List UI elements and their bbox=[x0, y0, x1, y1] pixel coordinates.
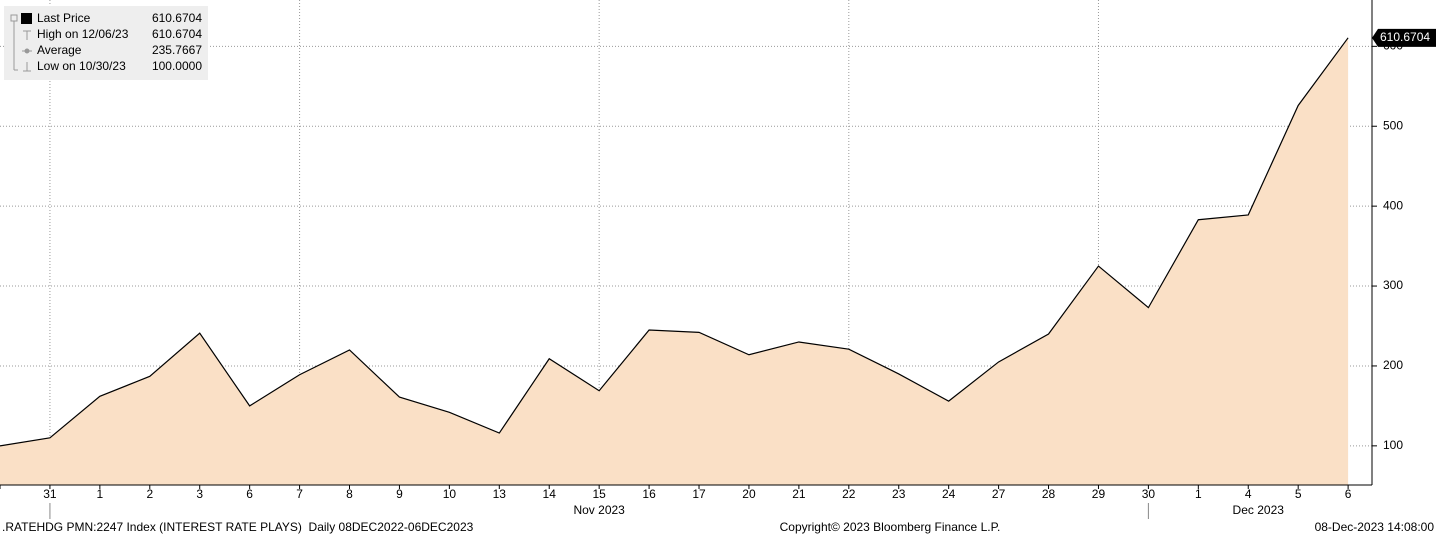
x-tick-label: 2 bbox=[146, 487, 153, 501]
x-tick-label: 30 bbox=[1142, 487, 1156, 501]
x-tick-label: 9 bbox=[396, 487, 403, 501]
x-tick-label: 24 bbox=[942, 487, 956, 501]
footer-left: .RATEHDG PMN:2247 Index (INTEREST RATE P… bbox=[2, 520, 474, 534]
area bbox=[0, 37, 1349, 485]
axis-layer: 1002003004005006003112367891013141516172… bbox=[0, 28, 1436, 519]
x-tick-label: 6 bbox=[1345, 487, 1352, 501]
x-tick-label: 31 bbox=[43, 487, 57, 501]
month-label: Dec 2023 bbox=[1233, 503, 1285, 517]
x-tick-label: 1 bbox=[1195, 487, 1202, 501]
x-tick-label: 15 bbox=[592, 487, 606, 501]
last-price-label: 610.6704 bbox=[1380, 30, 1430, 44]
x-tick-label: 29 bbox=[1092, 487, 1106, 501]
legend-label: High on 12/06/23 bbox=[37, 27, 129, 41]
footer-right: 08-Dec-2023 14:08:00 bbox=[1315, 520, 1435, 534]
last-price-tag bbox=[1372, 28, 1436, 47]
legend-label: Low on 10/30/23 bbox=[37, 59, 126, 73]
x-tick-label: 28 bbox=[1042, 487, 1056, 501]
x-tick-label: 22 bbox=[842, 487, 856, 501]
legend-value: 610.6704 bbox=[152, 11, 202, 25]
month-label: Nov 2023 bbox=[573, 503, 625, 517]
x-tick-label: 23 bbox=[892, 487, 906, 501]
x-tick-label: 10 bbox=[443, 487, 457, 501]
legend-value: 610.6704 bbox=[152, 27, 202, 41]
line bbox=[0, 37, 1349, 447]
x-tick-label: 1 bbox=[97, 487, 104, 501]
x-tick-label: 14 bbox=[543, 487, 557, 501]
legend: Last Price 610.6704 High on 12/06/23 610.67… bbox=[37, 11, 202, 73]
y-tick-label: 100 bbox=[1383, 438, 1403, 452]
legend-value: 100.0000 bbox=[152, 59, 202, 73]
x-tick-label: 6 bbox=[246, 487, 253, 501]
x-tick-label: 20 bbox=[742, 487, 756, 501]
x-tick-label: 27 bbox=[992, 487, 1006, 501]
x-tick-label: 16 bbox=[642, 487, 656, 501]
y-tick-label: 500 bbox=[1383, 118, 1403, 132]
y-tick-label: 400 bbox=[1383, 198, 1403, 212]
x-tick-label: 4 bbox=[1245, 487, 1252, 501]
y-tick-label: 200 bbox=[1383, 358, 1403, 372]
x-tick-label: 5 bbox=[1295, 487, 1302, 501]
legend-swatch bbox=[21, 13, 32, 24]
x-tick-label: 13 bbox=[493, 487, 507, 501]
legend-value: 235.7667 bbox=[152, 43, 202, 57]
y-tick-label: 300 bbox=[1383, 278, 1403, 292]
x-tick-label: 7 bbox=[296, 487, 303, 501]
x-tick-label: 3 bbox=[196, 487, 203, 501]
legend-icons bbox=[10, 14, 32, 72]
plot-layer bbox=[0, 37, 1349, 485]
legend-box bbox=[4, 6, 208, 80]
x-tick-label: 17 bbox=[692, 487, 706, 501]
x-tick-label: 8 bbox=[346, 487, 353, 501]
legend-label: Average bbox=[37, 43, 82, 57]
footer-center: Copyright© 2023 Bloomberg Finance L.P. bbox=[780, 520, 1001, 534]
x-tick-label: 21 bbox=[792, 487, 806, 501]
legend-label: Last Price bbox=[37, 11, 91, 25]
